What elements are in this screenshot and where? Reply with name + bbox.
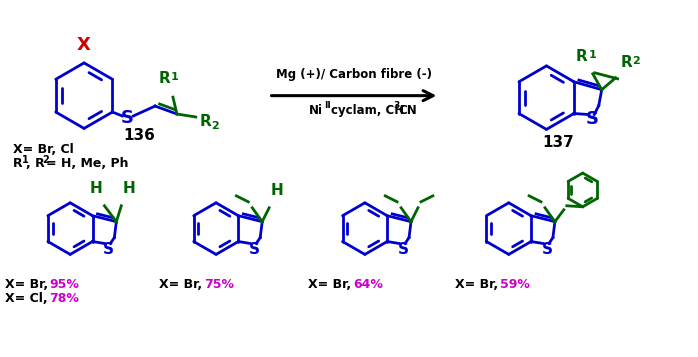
Text: X= Br, Cl: X= Br, Cl xyxy=(13,143,73,156)
Text: X= Br,: X= Br, xyxy=(159,278,207,291)
Text: R: R xyxy=(576,49,588,64)
Text: Ni: Ni xyxy=(309,104,323,117)
Text: R: R xyxy=(13,157,22,170)
Text: H: H xyxy=(90,181,103,196)
Text: R: R xyxy=(200,115,211,130)
Text: 1: 1 xyxy=(171,72,179,82)
Text: R: R xyxy=(621,55,632,70)
Text: X= Br,: X= Br, xyxy=(5,278,52,291)
Text: 78%: 78% xyxy=(50,292,80,305)
Text: 2: 2 xyxy=(632,56,640,66)
Text: S: S xyxy=(103,242,114,257)
Text: H: H xyxy=(271,183,283,198)
Text: X= Cl,: X= Cl, xyxy=(5,292,52,305)
Text: H: H xyxy=(123,181,135,196)
Text: , R: , R xyxy=(26,157,44,170)
Text: S: S xyxy=(121,109,134,127)
Text: 1: 1 xyxy=(22,155,29,165)
Text: X= Br,: X= Br, xyxy=(455,278,503,291)
Text: 75%: 75% xyxy=(204,278,234,291)
Text: S: S xyxy=(586,110,599,129)
Text: = H, Me, Ph: = H, Me, Ph xyxy=(46,157,129,170)
Text: X= Br,: X= Br, xyxy=(309,278,356,291)
Text: 2: 2 xyxy=(211,121,218,131)
Text: 137: 137 xyxy=(542,135,574,150)
Text: CN: CN xyxy=(399,104,417,117)
Text: S: S xyxy=(542,242,552,257)
Text: X: X xyxy=(77,36,91,54)
Text: 59%: 59% xyxy=(500,278,530,291)
Text: 3: 3 xyxy=(394,101,400,110)
Text: 136: 136 xyxy=(124,128,156,143)
Text: cyclam, CH: cyclam, CH xyxy=(331,104,404,117)
Text: R: R xyxy=(158,71,170,86)
Text: S: S xyxy=(398,242,408,257)
Text: S: S xyxy=(248,242,260,257)
Text: II: II xyxy=(324,101,331,110)
Text: 95%: 95% xyxy=(50,278,80,291)
Text: 2: 2 xyxy=(43,155,49,165)
Text: 1: 1 xyxy=(589,50,597,60)
Text: 64%: 64% xyxy=(353,278,383,291)
Text: Mg (+)/ Carbon fibre (-): Mg (+)/ Carbon fibre (-) xyxy=(276,68,432,81)
